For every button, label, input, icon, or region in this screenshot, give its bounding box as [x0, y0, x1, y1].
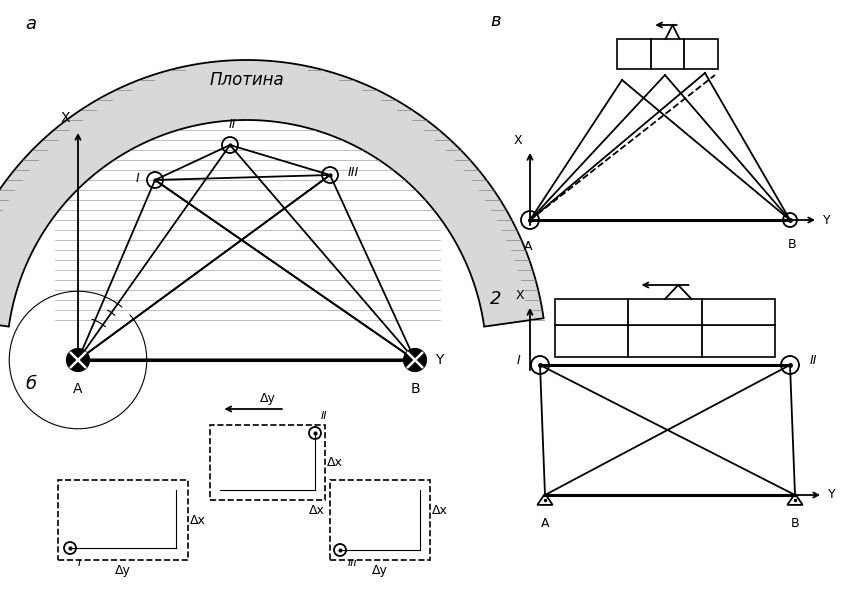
FancyBboxPatch shape — [617, 39, 718, 69]
Text: 1: 1 — [589, 307, 595, 317]
Text: X: X — [60, 111, 70, 125]
Text: II: II — [321, 411, 327, 421]
Text: 2: 2 — [490, 290, 501, 308]
Text: $c_3$: $c_3$ — [732, 335, 745, 347]
Text: B: B — [790, 517, 800, 530]
Text: Y: Y — [828, 489, 835, 502]
Text: A: A — [524, 240, 533, 253]
Text: II: II — [810, 355, 817, 368]
Polygon shape — [0, 60, 544, 327]
Text: I: I — [78, 558, 81, 568]
Text: Плотина: Плотина — [209, 71, 284, 89]
Text: II: II — [228, 118, 236, 131]
FancyBboxPatch shape — [330, 480, 430, 560]
FancyBboxPatch shape — [210, 425, 325, 500]
Text: Δ: Δ — [108, 509, 117, 523]
Text: a: a — [25, 15, 36, 33]
Text: Δу: Δу — [115, 564, 131, 577]
Text: в: в — [490, 12, 500, 30]
Text: III: III — [348, 558, 358, 568]
Text: Δу: Δу — [259, 392, 276, 405]
Text: Δ: Δ — [367, 509, 377, 523]
Text: A: A — [541, 517, 550, 530]
Text: Δу: Δу — [372, 564, 388, 577]
Text: I: I — [135, 172, 139, 185]
Text: X: X — [516, 289, 524, 302]
Text: Y: Y — [435, 353, 444, 367]
Text: 1: 1 — [630, 49, 638, 59]
Text: Δx: Δx — [327, 456, 343, 469]
Circle shape — [67, 349, 89, 371]
Text: $c_1$: $c_1$ — [585, 335, 598, 347]
Text: б: б — [25, 375, 36, 393]
Text: Δx: Δx — [432, 503, 448, 516]
Text: III: III — [348, 166, 360, 179]
Text: B: B — [410, 382, 420, 396]
Text: 3: 3 — [698, 49, 705, 59]
Text: 2: 2 — [661, 307, 668, 317]
Text: Δx: Δx — [310, 503, 325, 516]
FancyBboxPatch shape — [555, 325, 775, 357]
FancyBboxPatch shape — [555, 299, 775, 325]
Text: X: X — [514, 134, 522, 147]
Circle shape — [404, 349, 426, 371]
Text: Δx: Δx — [190, 513, 206, 526]
Text: Δ: Δ — [249, 452, 259, 466]
Text: $c_2$: $c_2$ — [659, 335, 671, 347]
Text: I: I — [516, 355, 520, 368]
Text: 3: 3 — [735, 307, 742, 317]
Text: 2: 2 — [664, 49, 671, 59]
Text: A: A — [73, 382, 83, 396]
FancyBboxPatch shape — [58, 480, 188, 560]
Text: B: B — [788, 238, 796, 251]
Text: Y: Y — [823, 214, 831, 227]
